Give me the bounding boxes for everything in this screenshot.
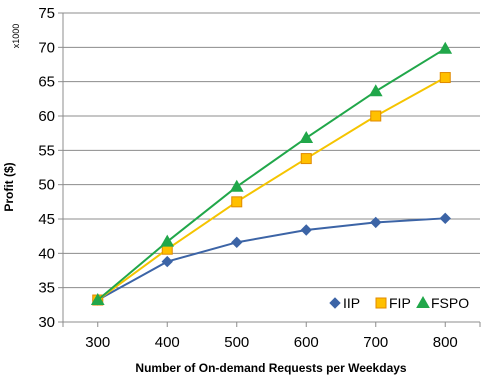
y-tick-label: 40 — [38, 245, 55, 262]
legend-label-fspo: FSPO — [431, 295, 469, 311]
y-tick-label: 50 — [38, 177, 55, 194]
x-tick-label: 400 — [155, 334, 180, 351]
data-point-iip — [439, 212, 451, 225]
y-tick-label: 70 — [38, 39, 55, 56]
y-tick-label: 60 — [38, 108, 55, 125]
y-axis-multiplier: x1000 — [11, 24, 21, 49]
data-point-fip — [370, 110, 382, 122]
data-point-fspo — [368, 84, 383, 97]
x-axis-label: Number of On-demand Requests per Weekday… — [135, 361, 407, 375]
legend-marker-fip — [375, 297, 387, 309]
data-point-fspo — [299, 130, 314, 143]
y-axis-label: Profit ($) — [2, 162, 16, 211]
data-point-fspo — [90, 293, 105, 306]
data-point-iip — [231, 236, 243, 249]
x-tick-label: 500 — [224, 334, 249, 351]
y-tick-label: 55 — [38, 142, 55, 159]
y-tick-labels: 30 35 40 45 50 55 60 65 70 75 — [38, 5, 55, 331]
y-tick-label: 65 — [38, 74, 55, 91]
series-fspo — [90, 41, 453, 306]
x-tick-label: 700 — [363, 334, 388, 351]
legend: IIP FIP FSPO — [329, 295, 469, 311]
data-series — [90, 41, 453, 306]
series-line-fspo — [97, 47, 446, 301]
data-point-fspo — [229, 179, 244, 192]
data-point-fip — [439, 72, 451, 84]
x-tick-labels: 300 400 500 600 700 800 — [85, 334, 458, 351]
legend-item-iip: IIP — [329, 295, 360, 311]
x-tick-label: 800 — [433, 334, 458, 351]
legend-marker-fspo — [416, 295, 430, 308]
legend-item-fip: FIP — [375, 295, 411, 311]
legend-marker-iip — [329, 297, 341, 309]
x-tick-label: 600 — [294, 334, 319, 351]
series-fip — [92, 72, 451, 306]
y-tick-label: 30 — [38, 314, 55, 331]
x-tick-label: 300 — [85, 334, 110, 351]
series-line-fip — [97, 76, 446, 301]
grid-lines — [63, 12, 480, 289]
series-line-iip — [97, 217, 446, 301]
data-point-fip — [231, 196, 243, 208]
data-point-iip — [300, 224, 312, 236]
y-tick-label: 45 — [38, 211, 55, 228]
legend-label-fip: FIP — [389, 295, 411, 311]
data-point-fspo — [438, 41, 453, 54]
data-point-iip — [161, 255, 173, 268]
legend-item-fspo: FSPO — [416, 295, 469, 311]
data-point-fip — [300, 153, 312, 165]
y-tick-label: 35 — [38, 280, 55, 297]
y-tick-label: 75 — [38, 5, 55, 22]
axes — [58, 12, 481, 327]
data-point-iip — [370, 216, 382, 229]
data-point-fspo — [160, 234, 175, 247]
legend-label-iip: IIP — [343, 295, 360, 311]
